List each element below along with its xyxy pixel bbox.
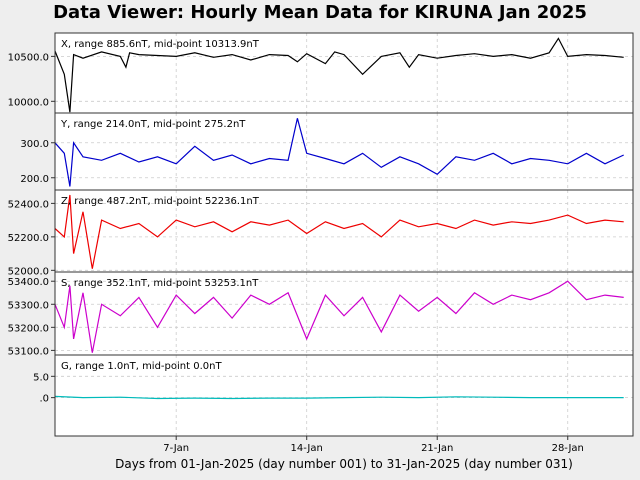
panel-label: S, range 352.1nT, mid-point 53253.1nT [61,278,259,289]
panel-label: X, range 885.6nT, mid-point 10313.9nT [61,39,260,50]
y-tick-label: 10500.0 [8,52,49,63]
y-tick-label: 53400.0 [8,277,49,288]
panel-4: 53100.0 53200.0 53300.0 53400.0 S, range 352… [8,271,634,357]
series-line-2 [54,118,624,187]
y-tick-label: 300.0 [20,139,49,150]
y-tick-label: 200.0 [20,174,49,185]
x-tick-label: 7-Jan [163,443,189,454]
y-tick-label: 53300.0 [8,300,49,311]
series-line-5 [54,395,624,400]
y-tick-label: 52000.0 [8,266,49,277]
panel-5: .0 5.0 G, range 1.0nT, mid-point 0.0nT [33,354,634,437]
panel-label: G, range 1.0nT, mid-point 0.0nT [61,361,222,372]
x-tick-label: 28-Jan [552,443,584,454]
panel-label: Z, range 487.2nT, mid-point 52236.1nT [61,196,260,207]
series-line-3 [54,194,624,269]
panel-frame [54,354,634,437]
y-tick-label: 10000.0 [8,97,49,108]
x-axis-label: Days from 01-Jan-2025 (day number 001) t… [115,457,573,471]
x-tick-label: 21-Jan [421,443,453,454]
y-tick-label: 53100.0 [8,346,49,357]
panel-2: 200.0 300.0 Y, range 214.0nT, mid-point 27… [20,112,634,191]
y-tick-label: 52400.0 [8,199,49,210]
panel-label: Y, range 214.0nT, mid-point 275.2nT [60,119,246,130]
series-line-4 [54,280,624,353]
y-tick-label: .0 [39,394,49,405]
plot-background [55,33,633,436]
y-tick-label: 5.0 [33,372,49,383]
y-tick-label: 53200.0 [8,323,49,334]
x-tick-label: 14-Jan [291,443,323,454]
series-line-1 [54,37,624,113]
page-title: Data Viewer: Hourly Mean Data for KIRUNA… [53,2,587,23]
y-tick-label: 52200.0 [8,233,49,244]
